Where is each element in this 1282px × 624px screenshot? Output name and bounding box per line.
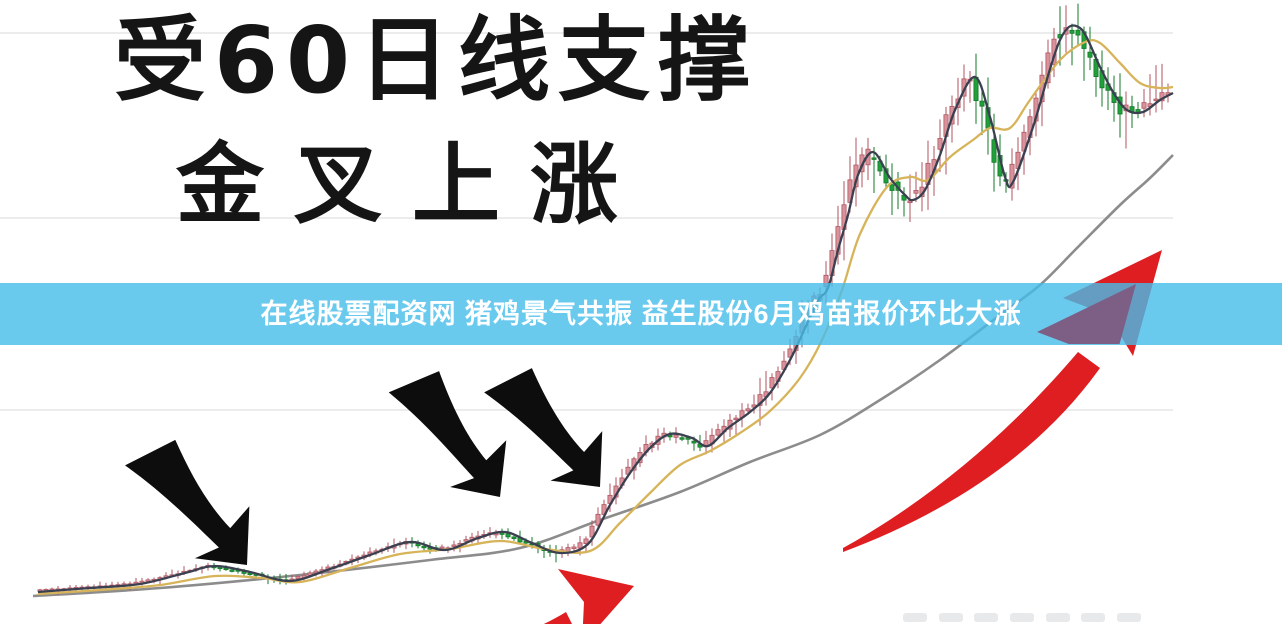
black-arrows: [125, 368, 603, 565]
bottom-cut-marks: [903, 613, 1141, 622]
black-down-arrow-1: [125, 439, 250, 565]
arrow-shadow-head: [1037, 284, 1136, 344]
shadow-head-layer: [1037, 284, 1136, 344]
caption-line-2: 金叉上涨: [176, 133, 649, 236]
ma-mid: [37, 38, 1174, 596]
ma-mid-layer: [37, 38, 1174, 596]
red-arrow-bottom: [543, 569, 634, 624]
headline-banner-text: 在线股票配资网 猪鸡景气共振 益生股份6月鸡苗报价环比大涨: [260, 299, 1022, 329]
caption-line-1: 受60日线支撑: [114, 7, 759, 114]
grid-lines: [0, 32, 1173, 411]
black-down-arrow-3: [484, 368, 603, 487]
black-down-arrow-2: [388, 371, 507, 497]
